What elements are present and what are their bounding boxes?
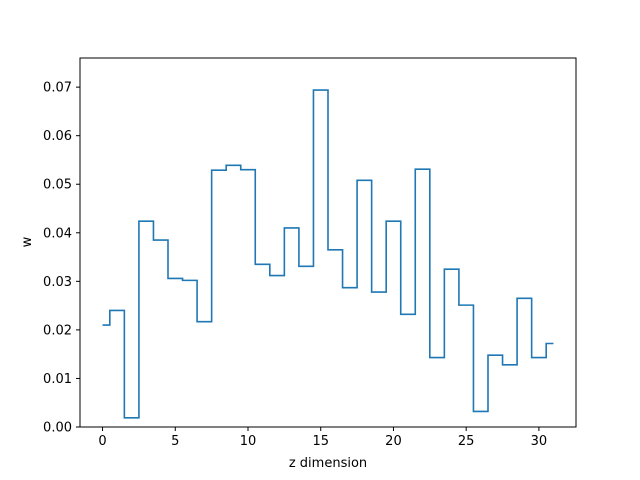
x-axis-ticks: 0 5 10 15 20 25 30 bbox=[98, 427, 547, 449]
y-tick-label: 0.07 bbox=[43, 81, 72, 96]
y-tick-label: 0.01 bbox=[43, 372, 72, 387]
x-tick-label: 5 bbox=[171, 434, 179, 449]
y-tick-label: 0.06 bbox=[43, 129, 72, 144]
x-axis-label: z dimension bbox=[289, 456, 367, 471]
x-tick-label: 0 bbox=[98, 434, 106, 449]
y-tick-label: 0.04 bbox=[43, 226, 72, 241]
axes-frame bbox=[79, 57, 577, 428]
x-tick-label: 20 bbox=[385, 434, 402, 449]
x-tick-label: 25 bbox=[458, 434, 475, 449]
plot-layer bbox=[102, 89, 554, 419]
y-axis-ticks: 0.00 0.01 0.02 0.03 0.04 0.05 0.06 0.07 bbox=[43, 81, 80, 436]
y-tick-label: 0.00 bbox=[43, 421, 72, 436]
y-tick-label: 0.05 bbox=[43, 178, 72, 193]
x-tick-label: 10 bbox=[240, 434, 257, 449]
y-axis-label: w bbox=[20, 236, 35, 247]
series-step-line bbox=[102, 89, 554, 419]
x-tick-label: 15 bbox=[312, 434, 329, 449]
y-tick-label: 0.02 bbox=[43, 323, 72, 338]
x-tick-label: 30 bbox=[531, 434, 548, 449]
y-tick-label: 0.03 bbox=[43, 275, 72, 290]
